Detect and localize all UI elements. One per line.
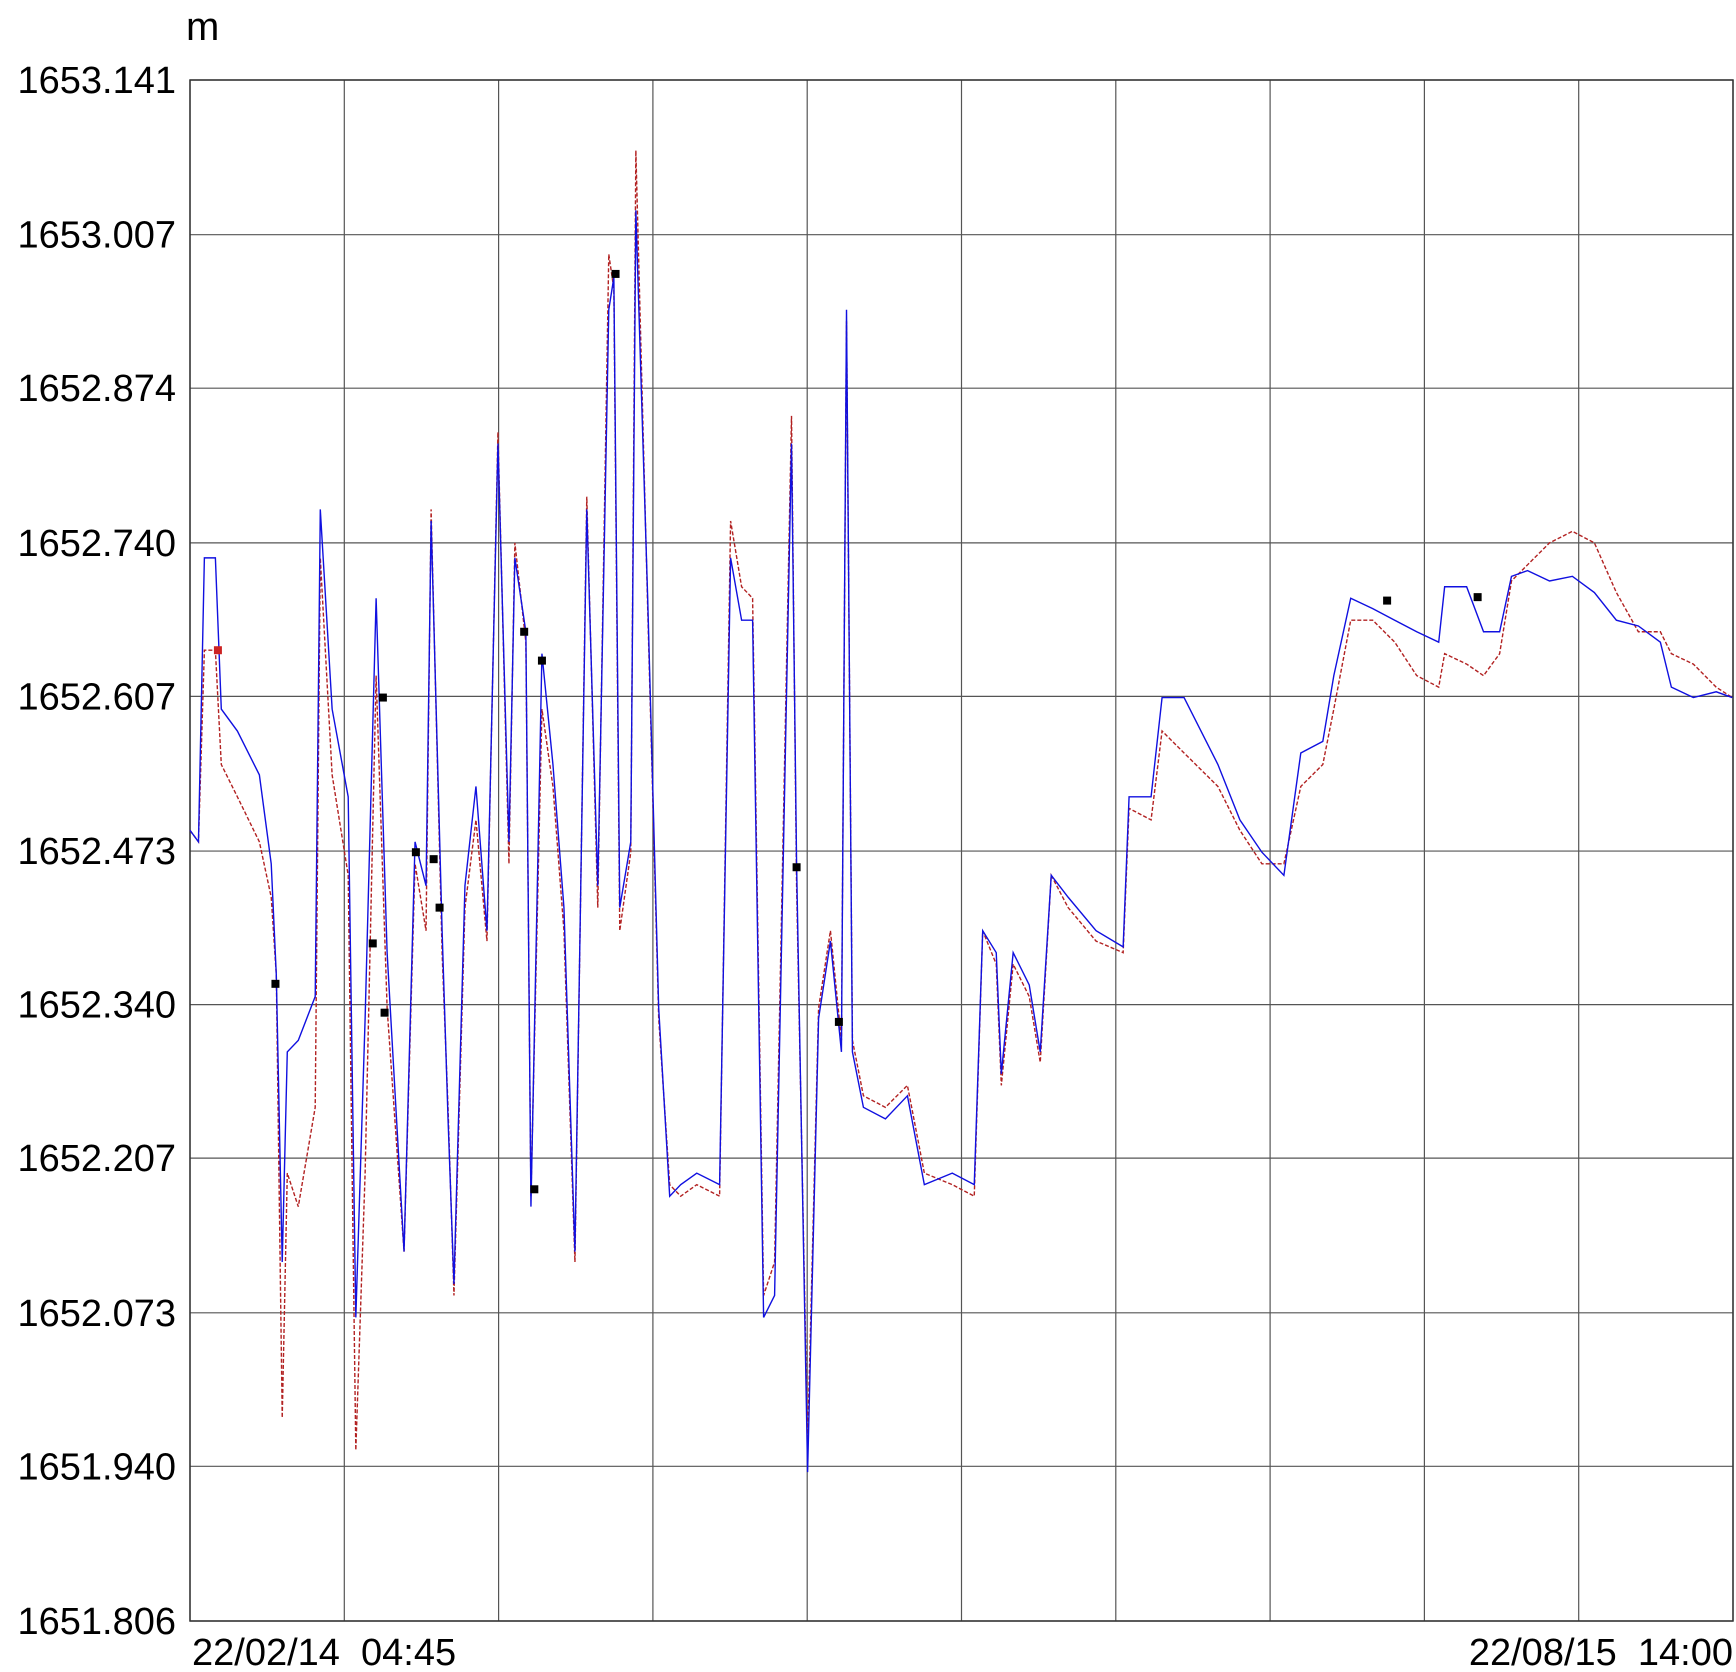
y-tick-label: 1653.007 [18,215,177,257]
marker [271,979,280,988]
marker [213,646,222,655]
marker [411,848,420,857]
marker [537,656,546,665]
marker [834,1017,843,1026]
y-tick-label: 1652.607 [18,676,177,718]
marker [611,269,620,278]
plot-frame [189,79,1734,1622]
marker [1473,593,1482,602]
x-tick-label: 22/02/14 04:45 [192,1632,456,1672]
y-tick-label: 1652.340 [18,985,177,1027]
marker [429,855,438,864]
y-tick-label: 1652.207 [18,1138,177,1180]
y-tick-label: 1652.874 [18,368,177,410]
x-tick-label: 22/08/15 14:00 [1469,1632,1733,1672]
marker [368,939,377,948]
marker [530,1185,539,1194]
y-tick-label: 1651.806 [18,1601,177,1643]
y-tick-label: 1651.940 [18,1446,177,1488]
data-line [189,210,1733,1473]
y-tick-label: 1652.473 [18,831,177,873]
y-tick-label: 1652.740 [18,523,177,565]
marker [1383,596,1392,605]
marker [380,1008,389,1017]
y-tick-label: 1652.073 [18,1293,177,1335]
y-axis-unit: m [186,5,219,49]
marker [520,627,529,636]
marker [792,863,801,872]
marker [378,693,387,702]
y-tick-label: 1653.141 [18,60,177,102]
marker [435,903,444,912]
